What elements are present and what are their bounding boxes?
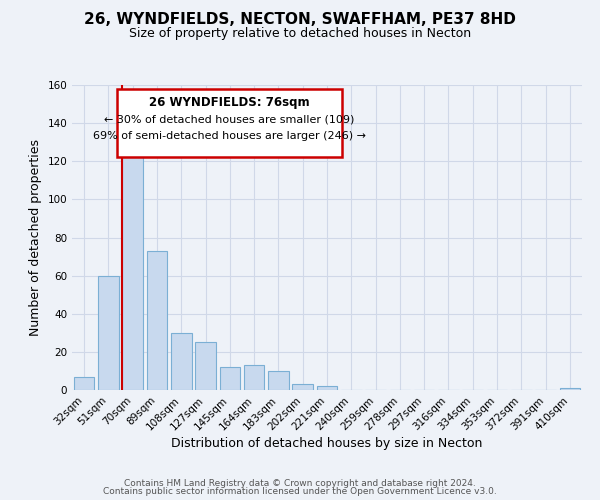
Text: Contains HM Land Registry data © Crown copyright and database right 2024.: Contains HM Land Registry data © Crown c… (124, 478, 476, 488)
Bar (268, 371, 289, 390)
Bar (195, 342, 216, 390)
Bar (122, 144, 143, 390)
Bar (171, 333, 191, 390)
Bar (317, 386, 337, 390)
Bar (220, 367, 240, 390)
Y-axis label: Number of detached properties: Number of detached properties (29, 139, 42, 336)
Bar (292, 384, 313, 390)
Text: Size of property relative to detached houses in Necton: Size of property relative to detached ho… (129, 28, 471, 40)
FancyBboxPatch shape (117, 89, 341, 158)
Bar (74, 376, 94, 390)
Text: ← 30% of detached houses are smaller (109): ← 30% of detached houses are smaller (10… (104, 114, 355, 124)
Text: 26, WYNDFIELDS, NECTON, SWAFFHAM, PE37 8HD: 26, WYNDFIELDS, NECTON, SWAFFHAM, PE37 8… (84, 12, 516, 28)
X-axis label: Distribution of detached houses by size in Necton: Distribution of detached houses by size … (172, 438, 482, 450)
Text: Contains public sector information licensed under the Open Government Licence v3: Contains public sector information licen… (103, 487, 497, 496)
Text: 69% of semi-detached houses are larger (246) →: 69% of semi-detached houses are larger (… (93, 132, 366, 141)
Bar (146, 251, 167, 390)
Bar (560, 388, 580, 390)
Bar (98, 276, 119, 390)
Text: 26 WYNDFIELDS: 76sqm: 26 WYNDFIELDS: 76sqm (149, 96, 310, 108)
Bar (244, 365, 265, 390)
